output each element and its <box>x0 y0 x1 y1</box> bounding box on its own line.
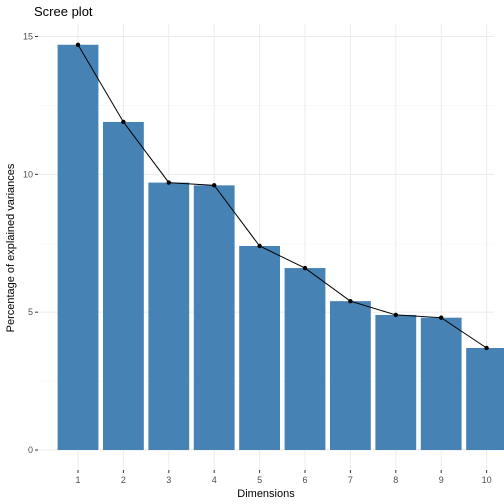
point-5 <box>257 243 262 249</box>
y-tick-label: 0 <box>28 445 33 455</box>
x-tick-label: 7 <box>348 475 353 485</box>
point-2 <box>121 119 126 125</box>
point-7 <box>348 298 353 304</box>
x-tick-label: 1 <box>75 475 80 485</box>
point-10 <box>484 345 489 351</box>
point-4 <box>212 183 217 188</box>
y-tick-label: 15 <box>23 32 33 42</box>
x-tick-label: 8 <box>393 475 398 485</box>
y-axis-title: Percentage of explained variances <box>5 163 17 332</box>
x-tick-label: 3 <box>166 475 171 485</box>
bar-1 <box>57 44 99 451</box>
x-tick-label: 10 <box>482 475 492 485</box>
trend-line <box>77 44 487 349</box>
bar-5 <box>239 246 280 450</box>
y-tick-label: 10 <box>23 169 33 179</box>
bar-6 <box>284 268 326 450</box>
point-1 <box>75 42 81 47</box>
x-axis-title: Dimensions <box>237 488 295 500</box>
trend-polyline <box>77 44 487 349</box>
bar-3 <box>148 182 190 450</box>
x-tick-label: 4 <box>212 475 217 485</box>
point-8 <box>393 312 398 318</box>
point-9 <box>439 315 444 320</box>
x-axis: 1 2 3 4 5 6 7 8 9 10 <box>75 470 492 485</box>
chart-title: Scree plot <box>34 4 93 19</box>
trend-points <box>75 42 489 351</box>
plot-area <box>38 24 504 470</box>
y-tick-label: 5 <box>28 307 33 317</box>
x-tick-label: 9 <box>439 475 444 485</box>
bar-2 <box>103 121 144 450</box>
point-3 <box>166 180 171 185</box>
bar-9 <box>420 317 462 450</box>
bar-4 <box>193 185 235 451</box>
x-tick-label: 6 <box>302 475 307 485</box>
x-tick-label: 5 <box>257 475 262 485</box>
bar-8 <box>375 314 417 450</box>
bar-7 <box>330 301 371 450</box>
y-axis: 0 5 10 15 <box>23 32 38 455</box>
bar-10 <box>466 348 504 450</box>
bars <box>57 44 504 451</box>
x-tick-label: 2 <box>121 475 126 485</box>
point-6 <box>302 265 308 271</box>
